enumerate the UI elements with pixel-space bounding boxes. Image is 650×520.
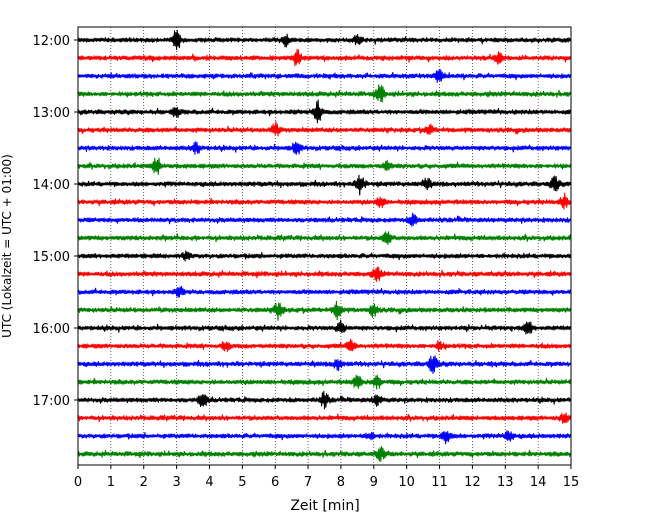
trace-1545 xyxy=(77,300,572,321)
trace-1715 xyxy=(77,412,572,424)
plot-frame xyxy=(77,26,572,466)
trace-1245 xyxy=(77,84,572,103)
trace-1615 xyxy=(77,338,572,352)
trace-1515 xyxy=(77,266,572,282)
trace-1415 xyxy=(77,192,572,210)
x-axis-ticks: 0 1 2 3 4 5 6 7 8 9 10 11 12 13 14 15 xyxy=(74,465,579,490)
x-tick-label-10: 10 xyxy=(398,475,415,490)
x-tick-label-14: 14 xyxy=(530,475,547,490)
x-tick-label-6: 6 xyxy=(271,475,279,490)
trace-1315 xyxy=(77,120,572,137)
trace-1400 xyxy=(77,174,572,196)
trace-1345 xyxy=(77,157,572,175)
trace-1200 xyxy=(77,29,572,51)
y-axis-ticks: 12:00 13:00 14:00 15:00 16:00 17:00 xyxy=(33,34,78,409)
x-tick-label-4: 4 xyxy=(205,475,213,490)
trace-1215 xyxy=(77,48,572,67)
x-tick-label-15: 15 xyxy=(563,475,580,490)
x-tick-label-1: 1 xyxy=(107,475,115,490)
y-tick-label-3: 15:00 xyxy=(33,250,70,265)
x-tick-label-0: 0 xyxy=(74,475,82,490)
x-grid xyxy=(110,27,539,465)
x-tick-label-13: 13 xyxy=(497,475,514,490)
x-tick-label-7: 7 xyxy=(304,475,312,490)
x-tick-label-9: 9 xyxy=(370,475,378,490)
trace-1430 xyxy=(77,212,572,227)
trace-1700 xyxy=(77,390,572,410)
trace-1530 xyxy=(77,285,572,298)
x-tick-label-12: 12 xyxy=(464,475,481,490)
y-tick-label-4: 16:00 xyxy=(33,322,70,337)
trace-1330 xyxy=(77,141,572,155)
x-axis-label: Zeit [min] xyxy=(290,498,359,514)
x-tick-label-2: 2 xyxy=(140,475,148,490)
trace-1745 xyxy=(77,446,572,462)
trace-1300 xyxy=(77,99,572,124)
trace-1500 xyxy=(77,250,572,262)
trace-1630 xyxy=(77,355,572,374)
y-tick-label-0: 12:00 xyxy=(33,34,70,49)
x-tick-label-3: 3 xyxy=(172,475,180,490)
y-axis-label: UTC (Lokalzeit = UTC + 01:00) xyxy=(0,154,14,338)
trace-1600 xyxy=(77,319,572,335)
seismic-traces xyxy=(77,29,572,462)
y-tick-label-1: 13:00 xyxy=(33,106,70,121)
x-tick-label-5: 5 xyxy=(238,475,246,490)
y-tick-label-2: 14:00 xyxy=(33,178,70,193)
trace-1230 xyxy=(77,68,572,84)
trace-1645 xyxy=(77,374,572,390)
trace-1730 xyxy=(77,430,572,445)
x-tick-label-11: 11 xyxy=(431,475,448,490)
x-tick-label-8: 8 xyxy=(337,475,345,490)
y-tick-label-5: 17:00 xyxy=(33,394,70,409)
trace-1445 xyxy=(77,231,572,245)
